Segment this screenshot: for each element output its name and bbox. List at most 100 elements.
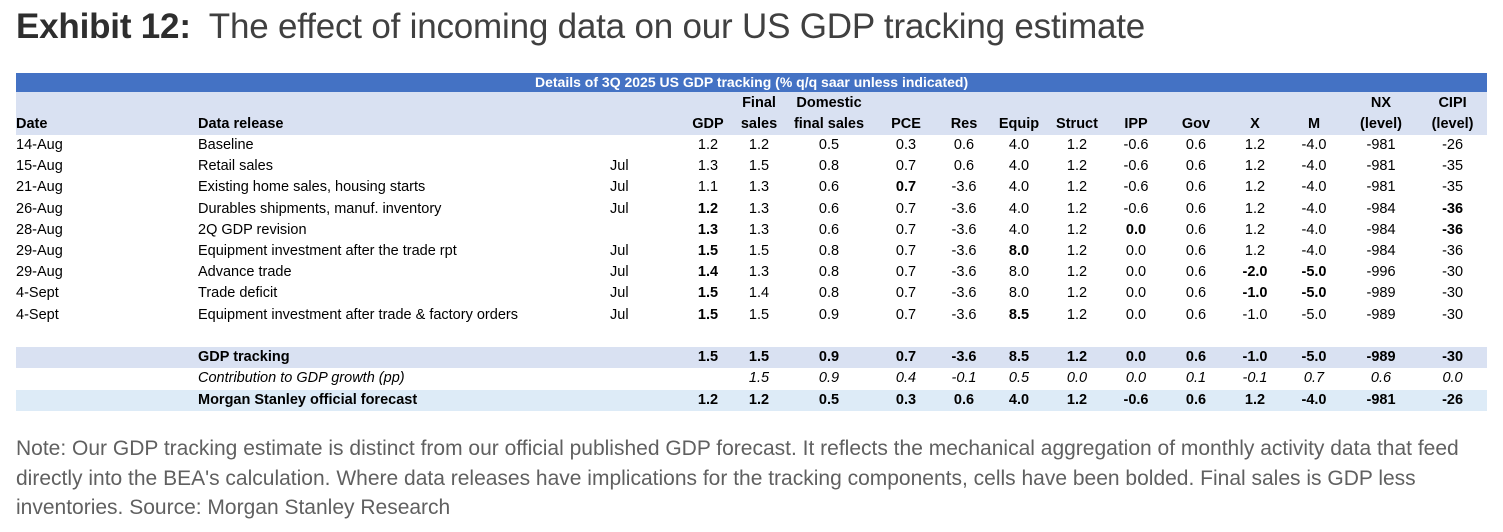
value-cell: 4.0 bbox=[1008, 221, 1030, 238]
value-cell: -36 bbox=[1442, 243, 1464, 260]
value-cell: -984 bbox=[1366, 200, 1396, 217]
value-cell: -984 bbox=[1366, 221, 1396, 238]
value-cell: 0.0 bbox=[1125, 370, 1147, 387]
value-cell: 4.0 bbox=[1008, 200, 1030, 217]
value-cell: 0.0 bbox=[1442, 370, 1463, 387]
value-cell bbox=[682, 368, 734, 390]
table-row: 29-Aug Advance trade Jul 1.4 1.3 0.8 0.7 -3.6 8.… bbox=[16, 262, 1487, 283]
date-cell: 14-Aug bbox=[16, 137, 63, 154]
value-cell: -3.6 bbox=[951, 306, 977, 323]
value-cell: 0.9 bbox=[818, 306, 840, 323]
release-cell: 2Q GDP revision bbox=[198, 221, 307, 238]
value-cell: 4.0 bbox=[1008, 137, 1030, 154]
value-cell: 0.7 bbox=[895, 221, 917, 238]
period-cell: Jul bbox=[610, 285, 629, 302]
value-cell: 1.2 bbox=[1048, 346, 1106, 369]
value-cell: 1.2 bbox=[1244, 243, 1266, 260]
value-cell: -35 bbox=[1442, 158, 1464, 175]
value-cell: 1.5 bbox=[748, 370, 770, 387]
value-cell: 1.2 bbox=[1066, 306, 1088, 323]
value-cell: 0.6 bbox=[1185, 264, 1207, 281]
header-cipi-top: CIPI bbox=[1418, 92, 1488, 114]
column-header bbox=[610, 114, 682, 135]
value-cell: 0.6 bbox=[1185, 200, 1207, 217]
value-cell: 0.7 bbox=[895, 264, 917, 281]
value-cell: 1.2 bbox=[1244, 158, 1266, 175]
value-cell: -989 bbox=[1366, 306, 1396, 323]
value-cell: 1.2 bbox=[1048, 389, 1106, 412]
value-cell: 0.7 bbox=[895, 158, 917, 175]
value-cell: -30 bbox=[1442, 306, 1464, 323]
value-cell: 1.5 bbox=[682, 346, 734, 369]
value-cell: 0.6 bbox=[818, 221, 840, 238]
value-cell: 0.7 bbox=[895, 306, 917, 323]
column-header: Res bbox=[938, 114, 990, 135]
column-header: (level) bbox=[1418, 114, 1488, 135]
value-cell: -981 bbox=[1366, 158, 1396, 175]
value-cell: 1.2 bbox=[1066, 221, 1088, 238]
exhibit-title-text: The effect of incoming data on our US GD… bbox=[208, 7, 1146, 46]
header-row-top: Final Domestic NX CIPI bbox=[16, 92, 1488, 114]
header-nx-top: NX bbox=[1344, 92, 1418, 114]
value-cell: 1.5 bbox=[697, 306, 719, 323]
date-cell: 26-Aug bbox=[16, 200, 63, 217]
value-cell: -3.6 bbox=[951, 221, 977, 238]
value-cell: 0.8 bbox=[818, 264, 840, 281]
value-cell: -0.6 bbox=[1123, 179, 1149, 196]
value-cell: 0.6 bbox=[818, 179, 840, 196]
value-cell: 8.0 bbox=[1008, 285, 1030, 302]
release-cell: Trade deficit bbox=[198, 285, 278, 302]
table-row: 15-Aug Retail sales Jul 1.3 1.5 0.8 0.7 0.6 4.0 1… bbox=[16, 156, 1487, 177]
value-cell: -3.6 bbox=[951, 179, 977, 196]
value-cell: 0.9 bbox=[784, 346, 874, 369]
value-cell: 8.5 bbox=[1008, 306, 1030, 323]
value-cell: 0.8 bbox=[818, 285, 840, 302]
column-header: final sales bbox=[784, 114, 874, 135]
value-cell: 8.5 bbox=[990, 346, 1048, 369]
value-cell: -4.0 bbox=[1301, 243, 1327, 260]
header-final-top: Final bbox=[734, 92, 784, 114]
value-cell: 0.5 bbox=[784, 389, 874, 412]
value-cell: 0.0 bbox=[1125, 285, 1147, 302]
value-cell: -989 bbox=[1366, 285, 1396, 302]
value-cell: 0.7 bbox=[895, 179, 917, 196]
value-cell: -0.1 bbox=[951, 370, 977, 387]
column-header: Gov bbox=[1166, 114, 1226, 135]
value-cell: -36 bbox=[1442, 221, 1464, 238]
value-cell: 0.4 bbox=[895, 370, 917, 387]
column-header: IPP bbox=[1106, 114, 1166, 135]
release-cell: Equipment investment after the trade rpt bbox=[198, 243, 457, 260]
value-cell: 1.3 bbox=[748, 200, 770, 217]
value-cell: 4.0 bbox=[990, 389, 1048, 412]
value-cell: 1.5 bbox=[748, 243, 770, 260]
period-cell: Jul bbox=[610, 306, 629, 323]
value-cell: 1.3 bbox=[748, 221, 770, 238]
spacer-row bbox=[16, 326, 1487, 347]
gdp-tracking-table: Details of 3Q 2025 US GDP tracking (% q/… bbox=[16, 73, 1488, 412]
value-cell: 1.2 bbox=[1066, 200, 1088, 217]
column-header: PCE bbox=[874, 114, 938, 135]
value-cell: 0.1 bbox=[1185, 370, 1207, 387]
value-cell: -30 bbox=[1442, 264, 1464, 281]
tracking-row-label: GDP tracking bbox=[198, 346, 682, 369]
value-cell: 0.6 bbox=[818, 200, 840, 217]
value-cell: -3.6 bbox=[951, 243, 977, 260]
value-cell: 1.1 bbox=[697, 179, 719, 196]
value-cell: 0.7 bbox=[895, 285, 917, 302]
value-cell: 1.2 bbox=[1244, 221, 1266, 238]
header-domestic-top: Domestic bbox=[784, 92, 874, 114]
header-row: Date Data release GDP sales final sales PCE Re… bbox=[16, 114, 1488, 135]
value-cell: 1.2 bbox=[682, 389, 734, 412]
value-cell: -35 bbox=[1442, 179, 1464, 196]
period-cell: Jul bbox=[610, 179, 629, 196]
value-cell: 0.3 bbox=[874, 389, 938, 412]
value-cell: -4.0 bbox=[1301, 200, 1327, 217]
value-cell: 1.2 bbox=[1066, 264, 1088, 281]
date-cell: 15-Aug bbox=[16, 158, 63, 175]
column-header: Struct bbox=[1048, 114, 1106, 135]
value-cell: 0.6 bbox=[1185, 137, 1207, 154]
value-cell: -4.0 bbox=[1301, 179, 1327, 196]
value-cell: 0.7 bbox=[895, 243, 917, 260]
table-row: 28-Aug 2Q GDP revision 1.3 1.3 0.6 0.7 -3.6 4.0… bbox=[16, 220, 1487, 241]
value-cell: -3.6 bbox=[938, 346, 990, 369]
